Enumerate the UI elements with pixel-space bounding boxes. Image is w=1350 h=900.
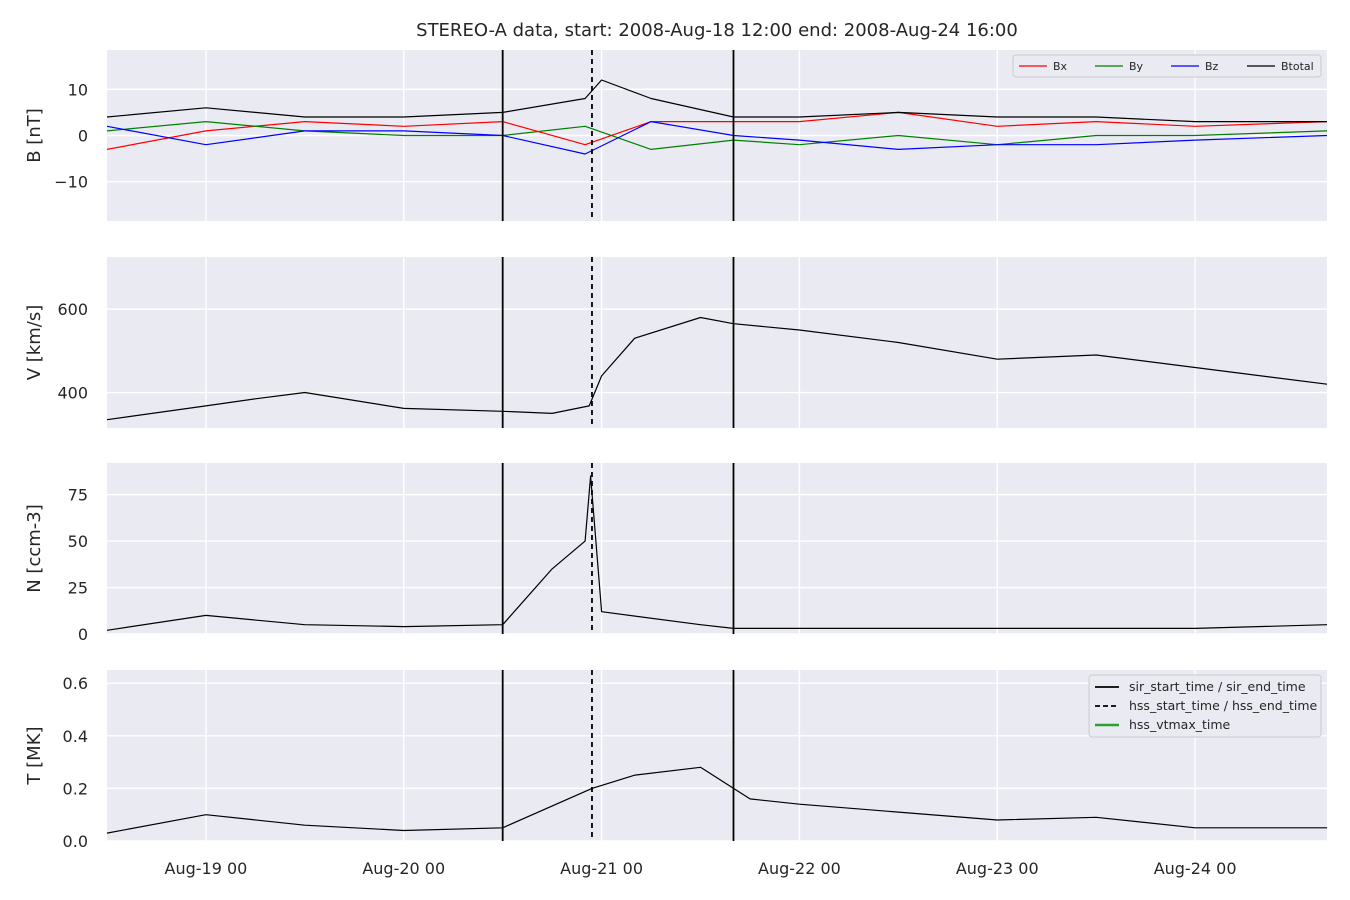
panel-1: 10 0 −10 B [nT] Bx By Bz Btotal <box>24 50 1328 221</box>
b-legend: Bx By Bz Btotal <box>1012 54 1322 78</box>
series-line <box>106 475 1328 631</box>
panel-3: 75 50 25 0 N [ccm-3] <box>24 463 1328 644</box>
legend-label: By <box>1129 60 1144 73</box>
y-tick-label: 75 <box>68 486 88 505</box>
x-tick-label: Aug-24 00 <box>1154 859 1237 878</box>
y-axis-label: T [MK] <box>24 726 45 785</box>
panel-4: Aug-19 00 Aug-20 00 Aug-21 00 Aug-22 00 Aug-… <box>24 670 1327 878</box>
series-line-btotal <box>106 79 1327 123</box>
y-tick-label: 25 <box>68 579 88 598</box>
y-axis-label: N [ccm-3] <box>24 504 45 593</box>
series-line-by <box>106 120 1328 150</box>
chart-title: STEREO-A data, start: 2008-Aug-18 12:00 … <box>416 20 1018 41</box>
y-tick-label: 0.4 <box>63 727 88 746</box>
legend-label: sir_start_time / sir_end_time <box>1129 679 1306 694</box>
y-tick-label: 0.6 <box>63 674 88 693</box>
legend-label: Bx <box>1053 60 1068 73</box>
plot-area <box>107 257 1327 428</box>
legend-label: hss_start_time / hss_end_time <box>1129 698 1318 713</box>
x-tick-label: Aug-22 00 <box>758 859 841 878</box>
x-tick-label: Aug-19 00 <box>165 859 248 878</box>
y-tick-label: 10 <box>68 80 88 99</box>
panel-2: 600 400 V [km/s] <box>24 257 1328 428</box>
y-tick-label: 0 <box>78 127 88 146</box>
x-tick-label: Aug-23 00 <box>956 859 1039 878</box>
y-tick-label: −10 <box>54 173 88 192</box>
y-tick-label: 0.0 <box>63 832 88 851</box>
legend-label: Btotal <box>1281 60 1314 73</box>
y-tick-label: 0.2 <box>63 779 88 798</box>
series-line-bx <box>106 111 1328 150</box>
legend-label: hss_vtmax_time <box>1129 717 1231 732</box>
marker-legend: sir_start_time / sir_end_time hss_start_t… <box>1088 674 1322 738</box>
y-tick-label: 50 <box>68 532 88 551</box>
series-line-bz <box>106 120 1328 155</box>
y-tick-label: 400 <box>57 384 88 403</box>
y-axis-label: B [nT] <box>24 108 45 163</box>
y-tick-label: 0 <box>78 625 88 644</box>
legend-box <box>1088 674 1322 738</box>
x-tick-label: Aug-20 00 <box>362 859 445 878</box>
series-line <box>106 316 1328 421</box>
series-line <box>106 766 1327 834</box>
y-tick-label: 600 <box>57 300 88 319</box>
plot-area <box>107 463 1327 634</box>
y-axis-label: V [km/s] <box>24 305 45 380</box>
legend-box <box>1012 54 1322 78</box>
legend-label: Bz <box>1205 60 1219 73</box>
x-tick-label: Aug-21 00 <box>560 859 643 878</box>
